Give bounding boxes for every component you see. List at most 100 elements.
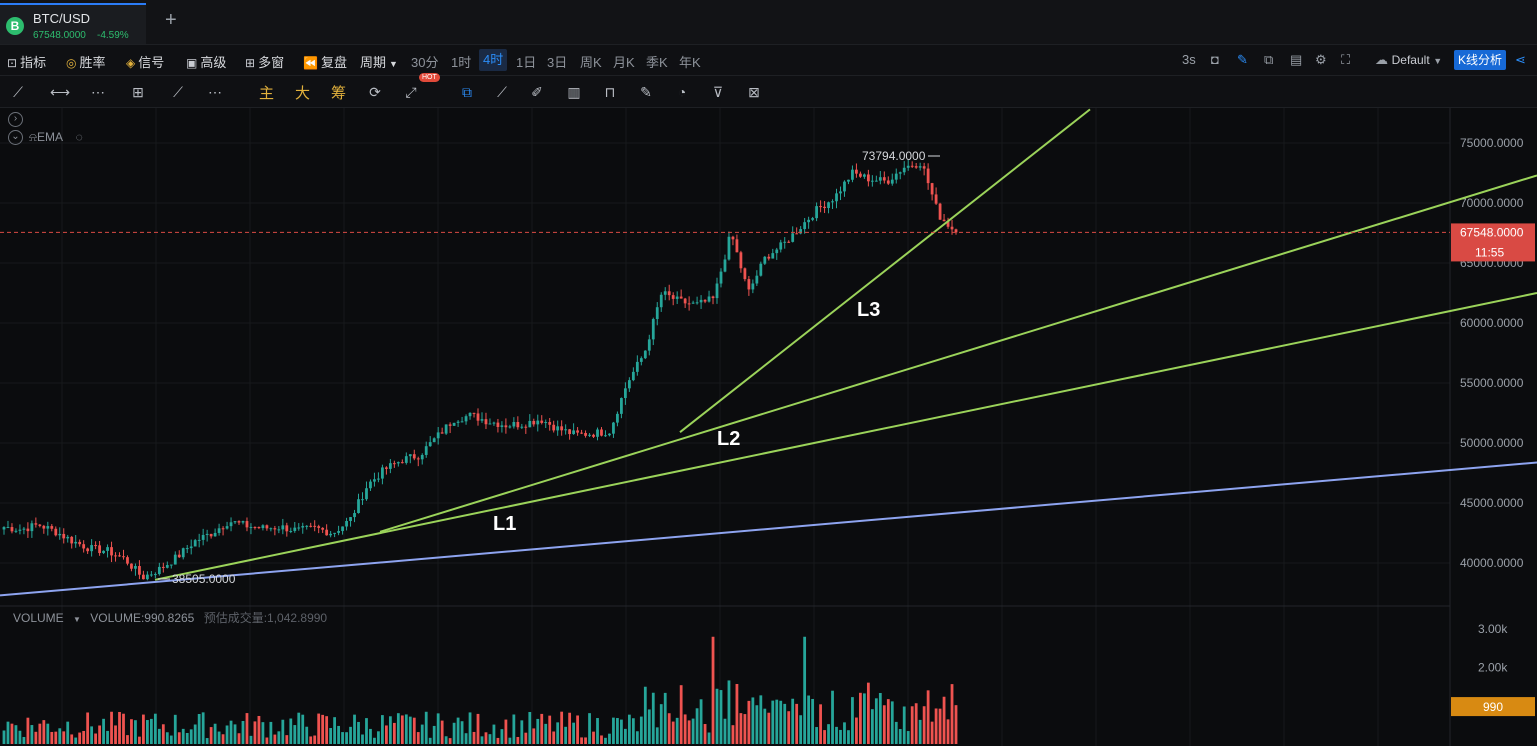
candle-body — [492, 422, 496, 424]
volume-bar — [667, 713, 671, 744]
candle-body — [906, 165, 910, 168]
expand-icon[interactable]: › — [8, 112, 23, 127]
trendline-tool-icon[interactable]: ⟋ — [13, 84, 23, 100]
horizontal-line-icon[interactable]: ⟷ — [50, 84, 71, 100]
volume-bar — [643, 686, 647, 744]
sync-icon[interactable]: ⟳ — [369, 84, 381, 100]
indicators-button[interactable]: ⊡ 指标 — [7, 55, 47, 70]
candle-body — [600, 429, 603, 436]
period-year[interactable]: 年K — [679, 55, 701, 70]
window-icon[interactable]: ⧉ — [1264, 52, 1274, 67]
price-chart[interactable]: 40000.0000 45000.0000 50000.0000 55000.0000… — [0, 108, 1537, 746]
kline-analysis-button[interactable]: K线分析 — [1454, 50, 1506, 70]
add-tab-button[interactable]: + — [165, 9, 177, 31]
candle-body — [639, 358, 643, 362]
candle-body — [86, 548, 90, 552]
ray-tool-icon[interactable]: ⟋ — [173, 84, 183, 100]
ruler-icon[interactable]: ⟋ — [497, 84, 507, 100]
lock-icon[interactable]: ⊓ — [604, 84, 616, 100]
chevron-down-icon[interactable]: ▼ — [73, 615, 81, 624]
edit-icon[interactable]: ✎ — [640, 84, 652, 100]
crosshair-tool-icon[interactable]: ⊞ — [132, 84, 144, 100]
period-dropdown[interactable]: 周期 ▼ — [360, 55, 398, 70]
eye-off-icon[interactable]: ◌ — [75, 130, 83, 144]
volume-bar — [456, 717, 460, 744]
multi-window-button[interactable]: ⊞ 多窗 — [245, 55, 285, 70]
volume-bar — [500, 729, 504, 744]
high-label: 73794.0000 — [862, 149, 926, 163]
volume-bar — [631, 718, 635, 744]
candle-body — [787, 241, 791, 243]
share-icon[interactable]: ⋖ — [1515, 52, 1526, 67]
pen-icon[interactable]: ✎ — [1237, 52, 1248, 67]
volume-bar — [369, 728, 372, 744]
advanced-button[interactable]: ▣ 高级 — [186, 55, 227, 70]
candle-body — [321, 527, 325, 530]
signals-button[interactable]: ◈ 信号 — [126, 55, 165, 70]
more-tools-icon[interactable]: ⋯ — [208, 84, 222, 100]
period-3d[interactable]: 3日 — [547, 55, 568, 70]
candle-body — [381, 467, 384, 479]
volume-bar — [365, 718, 368, 744]
win-rate-button[interactable]: ◎ 胜率 — [66, 55, 106, 70]
main-indicator-button[interactable]: 主 — [259, 85, 275, 102]
candle-body — [655, 307, 659, 320]
volume-bar — [870, 709, 874, 744]
candle-body — [735, 239, 739, 253]
candle-body — [612, 422, 615, 434]
copy-icon[interactable]: ⧉ — [462, 84, 472, 100]
candle-body — [592, 434, 595, 437]
candle-body — [942, 219, 946, 222]
layout-icon[interactable]: ▤ — [1290, 52, 1303, 67]
strategy-icon[interactable]: ⤢ — [405, 84, 417, 100]
candle-body — [285, 525, 289, 532]
layout-dropdown[interactable]: ☁ Default ▼ — [1375, 52, 1443, 67]
candle-body — [241, 521, 245, 523]
volume-bar — [723, 718, 727, 744]
volume-bar — [62, 731, 66, 744]
big-order-button[interactable]: 大 — [295, 85, 311, 102]
candle-body — [365, 488, 368, 500]
chips-button[interactable]: 筹 — [331, 85, 347, 102]
channel-tool-icon[interactable]: ⋯ — [91, 84, 105, 100]
refresh-interval[interactable]: 3s — [1182, 52, 1196, 67]
trash-icon[interactable]: ⊠ — [748, 84, 760, 100]
replay-button[interactable]: ⏪ 复盘 — [303, 55, 347, 70]
candles-icon[interactable]: ▥ — [567, 84, 581, 100]
collapse-icon[interactable]: ⌄ — [8, 130, 23, 145]
candle-body — [946, 221, 950, 227]
candle-body — [349, 517, 352, 521]
period-week[interactable]: 周K — [580, 55, 602, 70]
camera-icon[interactable]: ◘ — [1211, 52, 1219, 67]
candle-body — [488, 423, 492, 425]
period-4h[interactable]: 4时 — [479, 49, 508, 71]
volume-bar — [209, 727, 213, 744]
candle-body — [500, 425, 504, 427]
candle-body — [635, 361, 639, 372]
candle-body — [193, 540, 197, 547]
candle-body — [484, 419, 488, 425]
candle-body — [297, 527, 301, 529]
candle-body — [265, 525, 269, 529]
period-30m[interactable]: 30分 — [411, 55, 439, 70]
candle-body — [353, 513, 356, 518]
volume-bar — [2, 730, 6, 744]
fullscreen-icon[interactable]: ⛶ — [1341, 52, 1351, 67]
candle-body — [142, 574, 145, 580]
period-1d[interactable]: 1日 — [516, 55, 537, 70]
candle-body — [886, 180, 890, 184]
candle-body — [201, 534, 205, 540]
volume-bar — [600, 735, 603, 744]
period-month[interactable]: 月K — [613, 55, 635, 70]
volume-bar — [739, 713, 743, 744]
magnet-icon[interactable]: ◔ — [677, 84, 687, 100]
volume-bar — [847, 730, 850, 744]
gear-icon[interactable]: ⚙ — [1315, 52, 1327, 67]
symbol-tab[interactable]: B BTC/USD 67548.0000 -4.59% — [0, 3, 146, 44]
filter-icon[interactable]: ⊽ — [712, 84, 724, 100]
period-1h[interactable]: 1时 — [451, 55, 472, 70]
candle-body — [237, 521, 241, 523]
period-quarter[interactable]: 季K — [646, 55, 668, 70]
brush-icon[interactable]: ✐ — [531, 84, 543, 100]
volume-current-badge — [1451, 697, 1535, 717]
